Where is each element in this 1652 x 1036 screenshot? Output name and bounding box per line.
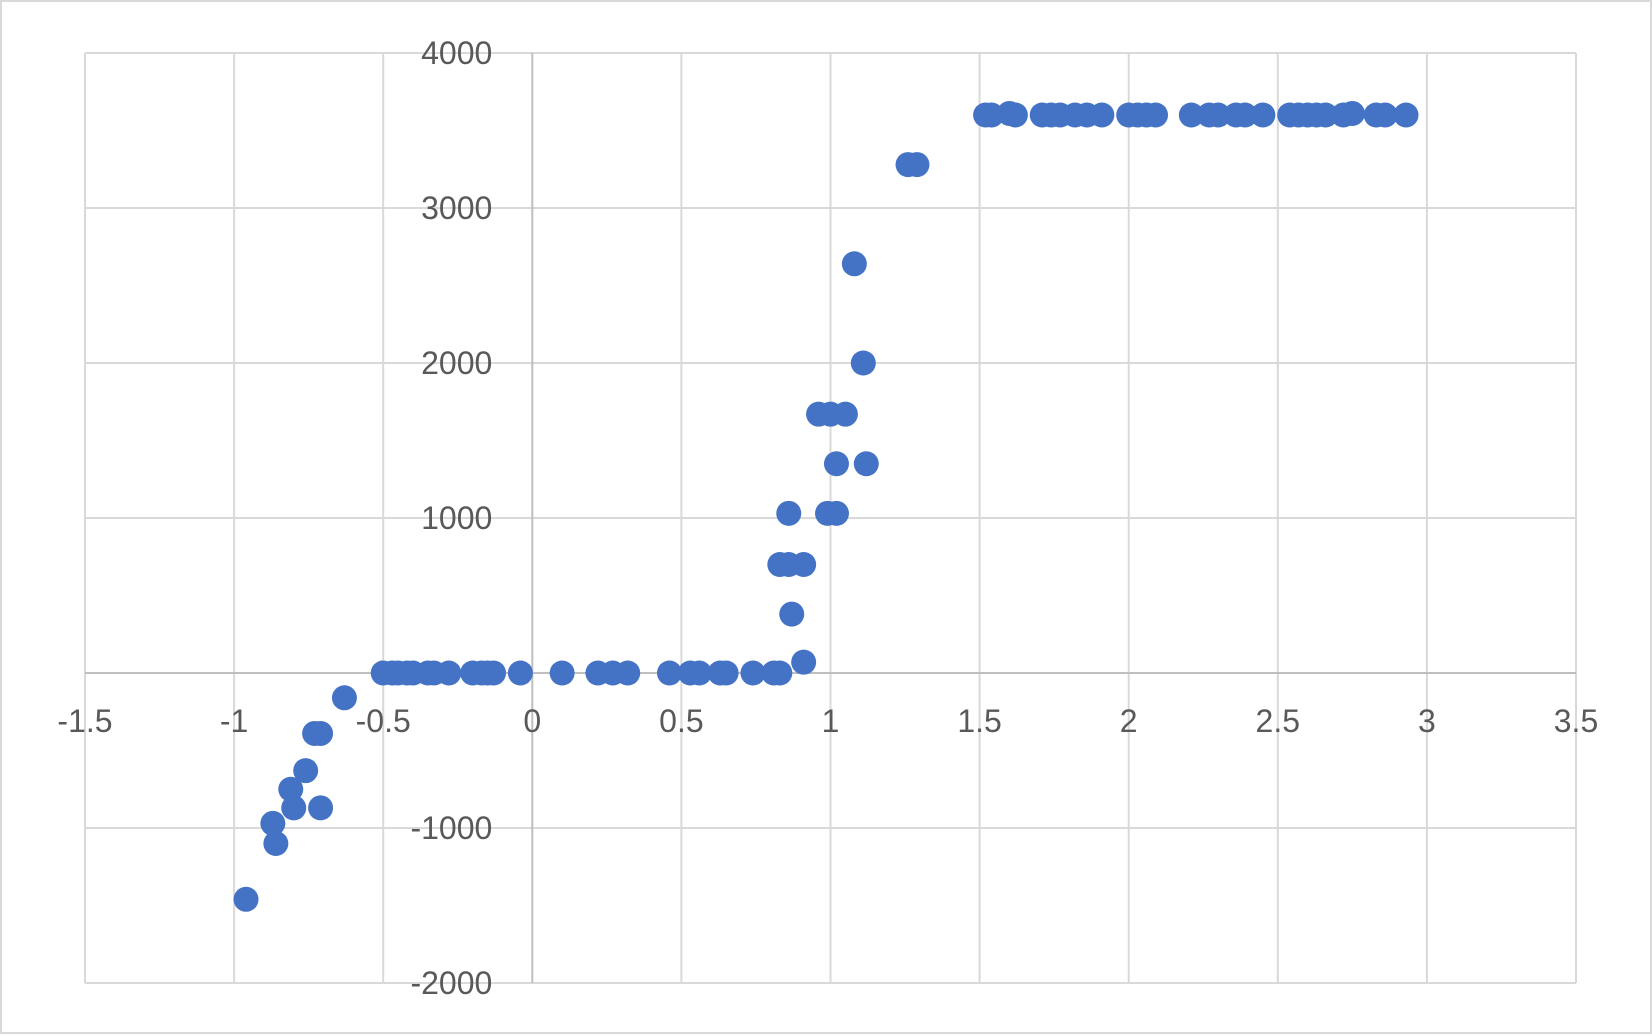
- data-point: [791, 552, 817, 577]
- x-tick-label: 0: [523, 703, 541, 739]
- data-point: [1313, 102, 1339, 128]
- y-tick-label: 1000: [421, 500, 492, 536]
- data-point: [713, 660, 739, 686]
- axes: [85, 53, 1576, 983]
- data-point: [1372, 102, 1398, 128]
- data-point: [1002, 102, 1028, 128]
- x-tick-label: -1.5: [57, 703, 112, 739]
- y-tick-label: 3000: [421, 190, 492, 226]
- data-point: [740, 660, 766, 686]
- data-point: [823, 451, 849, 477]
- x-tick-label: 1.5: [957, 703, 1001, 739]
- y-tick-label: -1000: [410, 810, 492, 846]
- data-point: [549, 660, 575, 686]
- data-point: [1205, 102, 1231, 128]
- data-point: [278, 776, 304, 802]
- y-tick-label: 2000: [421, 345, 492, 381]
- y-tick-label: 4000: [421, 35, 492, 71]
- data-point: [779, 601, 805, 627]
- data-point: [308, 795, 334, 821]
- data-point: [1143, 102, 1169, 128]
- data-point: [791, 649, 817, 675]
- x-tick-label: -1: [220, 703, 248, 739]
- x-tick-label: -0.5: [356, 703, 411, 739]
- data-point: [260, 810, 286, 836]
- y-tick-label: -2000: [410, 965, 492, 1001]
- data-point: [904, 152, 930, 178]
- data-point: [1089, 102, 1115, 128]
- y-tick-labels: -2000-100001000200030004000: [410, 35, 492, 1001]
- data-point: [841, 251, 867, 277]
- data-point: [1178, 102, 1204, 128]
- x-tick-label: 3.5: [1554, 703, 1598, 739]
- data-point: [507, 660, 533, 686]
- x-tick-label: 2: [1120, 703, 1138, 739]
- data-point: [481, 660, 507, 686]
- x-tick-label: 0.5: [659, 703, 703, 739]
- data-point: [281, 795, 307, 821]
- x-tick-labels: -1.5 -1 -0.5 0 0.5 1 1.5 2 2.5 3 3.5: [57, 703, 1598, 739]
- data-point: [776, 500, 802, 526]
- data-point: [1339, 100, 1365, 126]
- data-point: [436, 660, 462, 686]
- data-points: [233, 100, 1419, 912]
- data-point: [615, 660, 641, 686]
- data-point: [686, 660, 712, 686]
- data-point: [308, 720, 334, 746]
- data-point: [293, 758, 319, 784]
- x-tick-label: 2.5: [1256, 703, 1300, 739]
- data-point: [331, 685, 357, 711]
- data-point: [263, 831, 289, 856]
- data-point: [850, 350, 876, 376]
- x-tick-label: 3: [1418, 703, 1436, 739]
- data-point: [823, 500, 849, 526]
- data-point: [832, 401, 858, 427]
- data-point: [767, 660, 793, 686]
- x-tick-label: 1: [822, 703, 840, 739]
- data-point: [853, 451, 879, 477]
- data-point: [1393, 102, 1419, 128]
- data-point: [1250, 102, 1276, 128]
- data-point: [979, 102, 1005, 128]
- data-point: [656, 660, 682, 686]
- data-point: [1232, 102, 1258, 128]
- data-point: [233, 886, 259, 912]
